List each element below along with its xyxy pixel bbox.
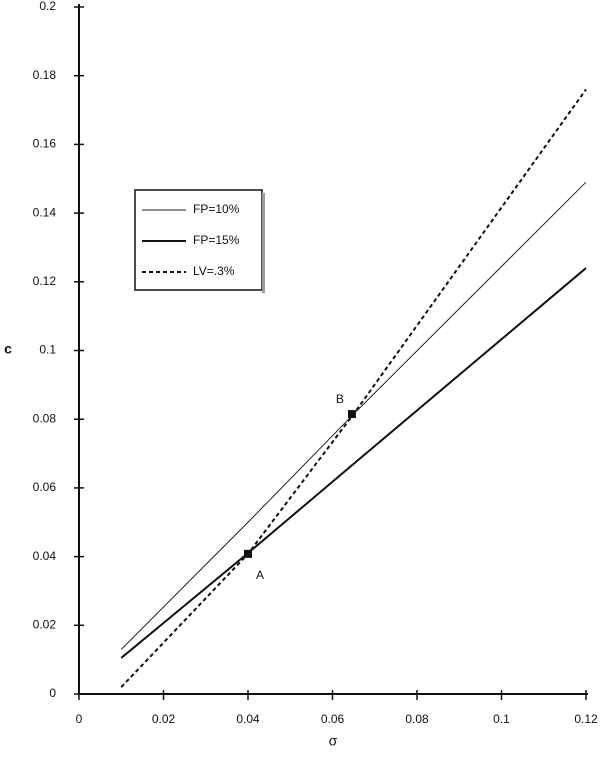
x-tick-label: 0.1 — [493, 712, 510, 726]
y-tick-label: 0.14 — [33, 205, 57, 219]
point-marker — [244, 549, 252, 558]
series-line — [120, 88, 587, 688]
point-label: B — [336, 392, 344, 406]
x-tick-label: 0.02 — [152, 712, 176, 726]
x-tick-label: 0.12 — [574, 712, 598, 726]
x-tick-label: 0.08 — [405, 712, 429, 726]
series-line — [120, 181, 587, 650]
y-tick-label: 0.2 — [39, 0, 56, 13]
y-tick-label: 0.1 — [39, 343, 56, 357]
legend-label: FP=15% — [193, 233, 240, 247]
y-tick-label: 0.08 — [33, 411, 57, 425]
x-tick-label: 0.04 — [236, 712, 260, 726]
x-tick-label: 0.06 — [321, 712, 345, 726]
legend-shadow — [262, 193, 265, 293]
y-tick-label: 0.04 — [33, 549, 57, 563]
y-tick-label: 0.18 — [33, 68, 57, 82]
y-tick-label: 0.16 — [33, 137, 57, 151]
x-tick-label: 0 — [76, 712, 83, 726]
point-label: A — [256, 568, 264, 582]
x-axis-label: σ — [329, 733, 338, 749]
y-tick-label: 0.02 — [33, 617, 57, 631]
point-marker — [347, 410, 356, 419]
y-tick-label: 0 — [49, 686, 56, 700]
series-line — [120, 267, 587, 659]
legend-label: LV=.3% — [193, 264, 235, 278]
y-tick-label: 0.06 — [33, 480, 57, 494]
y-tick-label: 0.12 — [33, 274, 57, 288]
y-axis-label: c — [4, 341, 12, 357]
legend-label: FP=10% — [193, 202, 240, 216]
